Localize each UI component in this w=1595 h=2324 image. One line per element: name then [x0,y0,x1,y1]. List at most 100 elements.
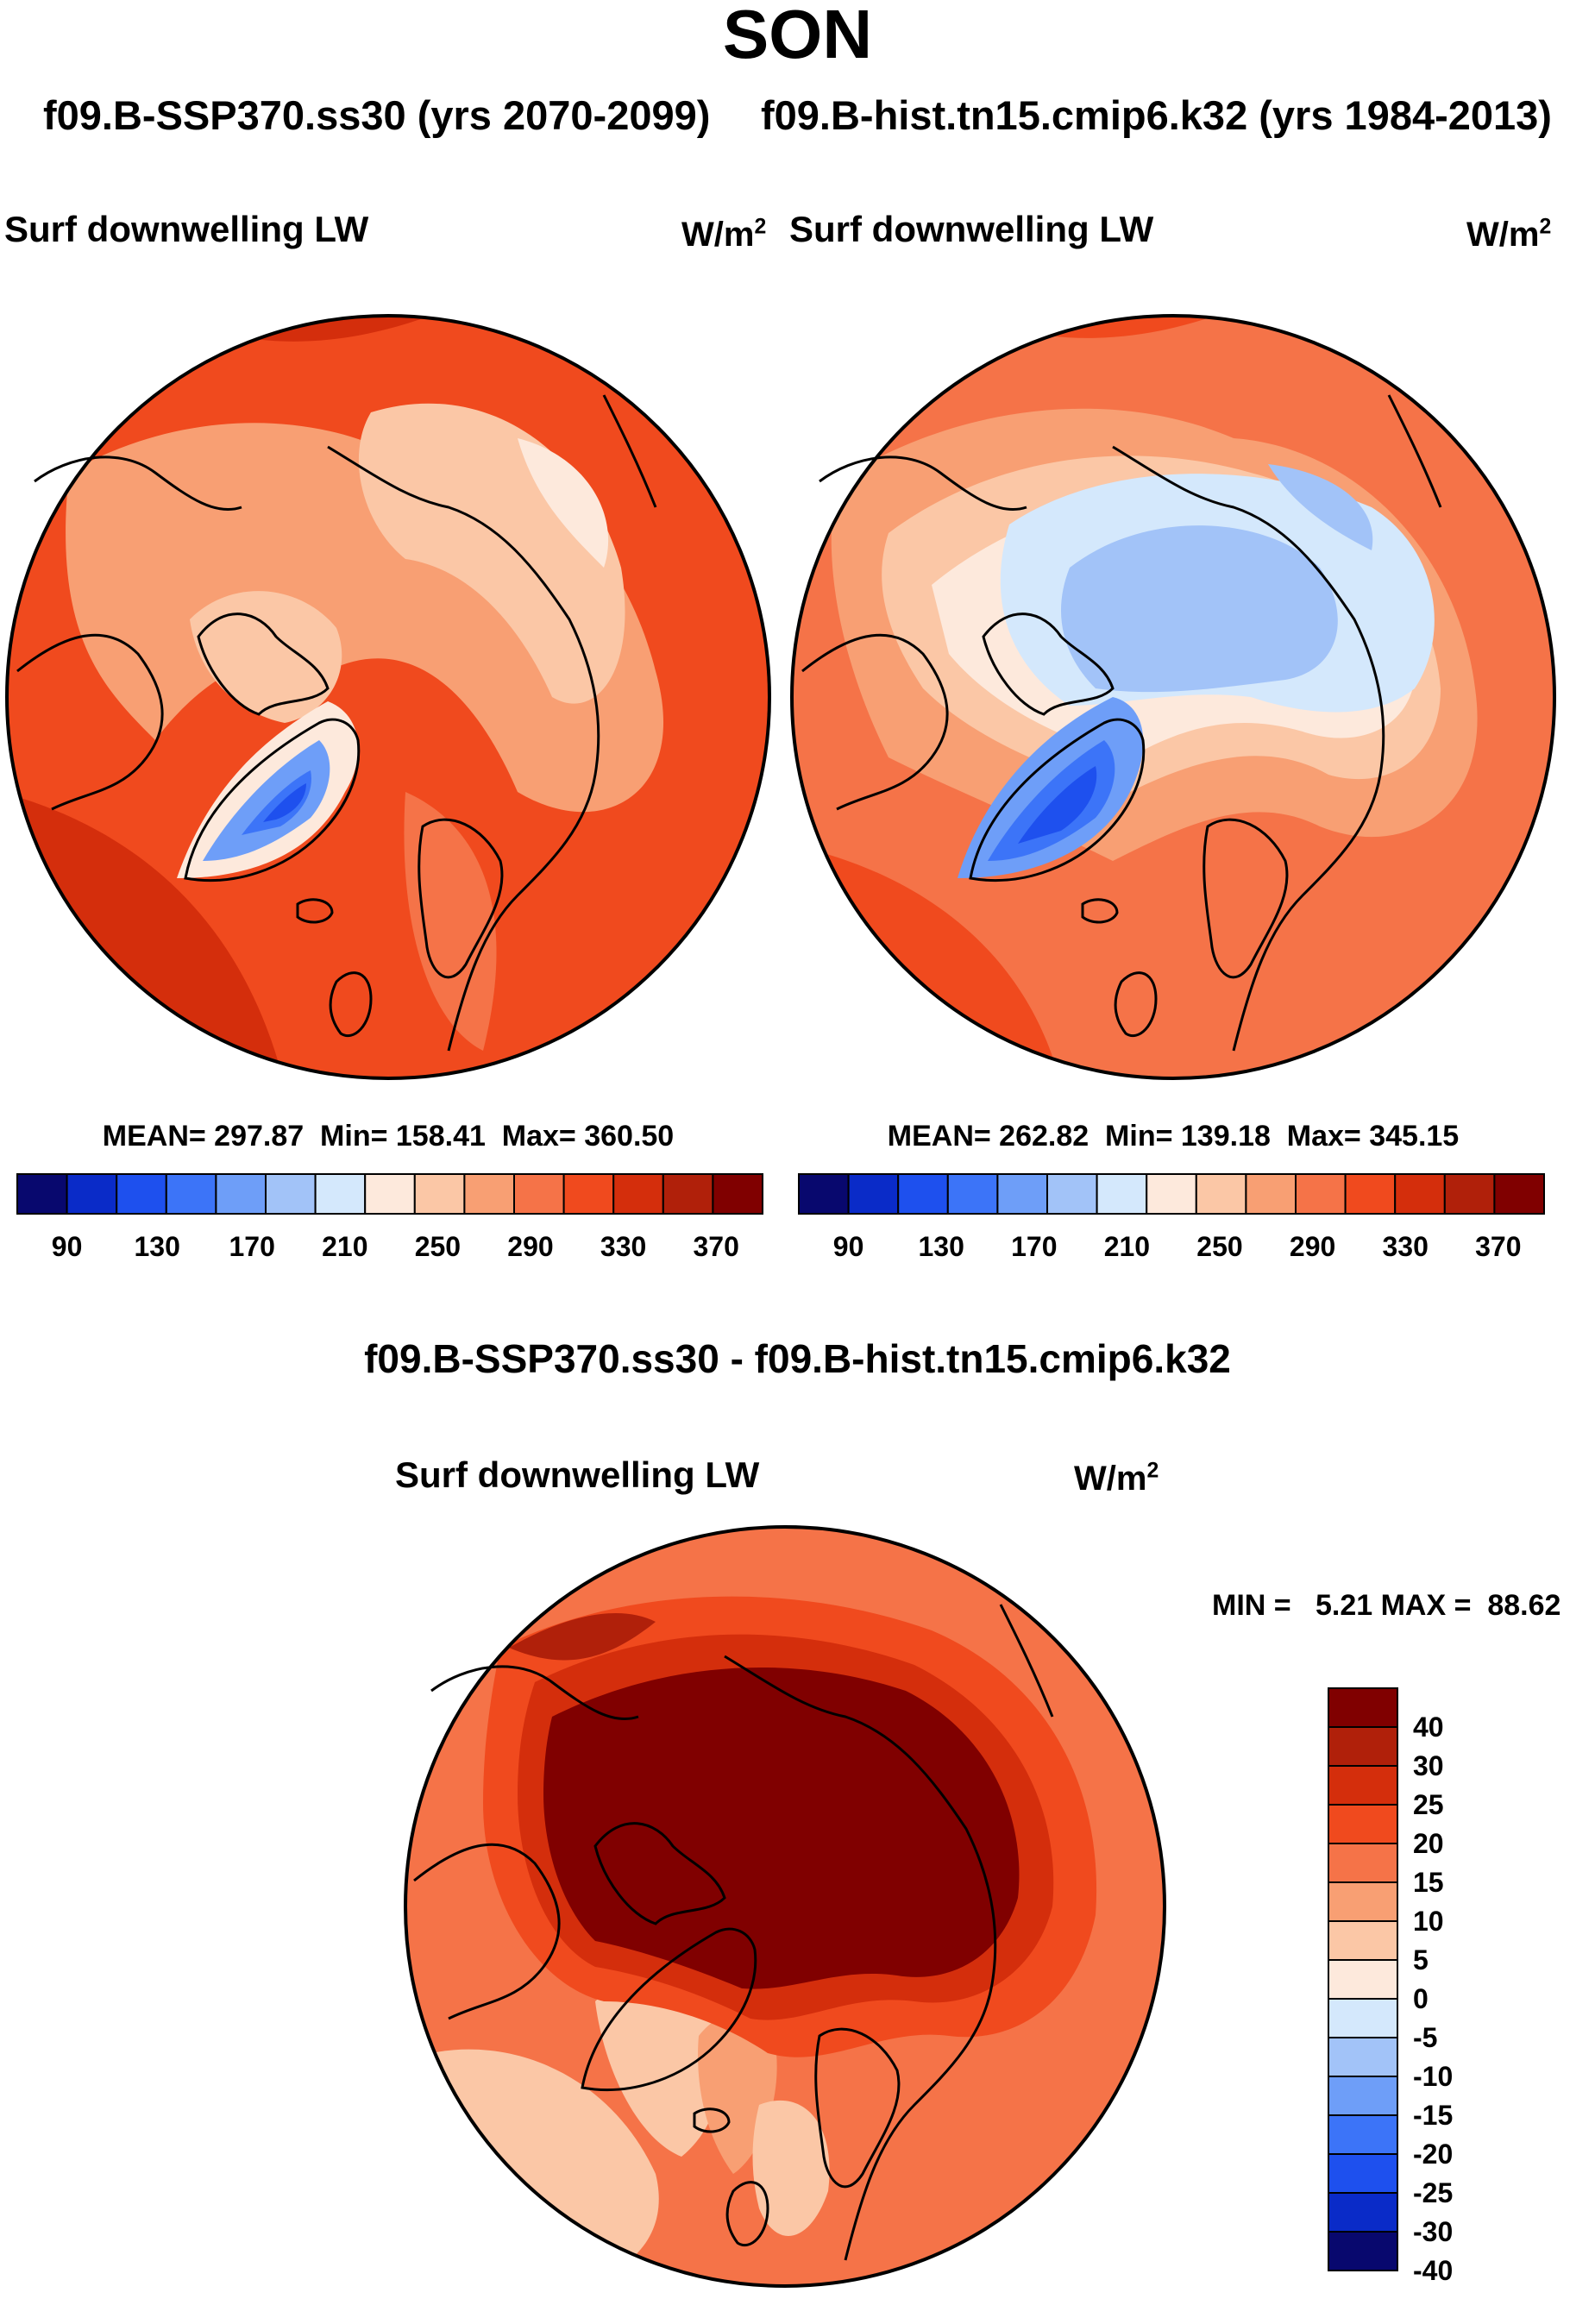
left-units-exp: 2 [754,215,767,239]
colorbar-box [1328,2231,1398,2271]
colorbar-tick: 330 [1383,1231,1429,1262]
field-zone [595,1975,722,2157]
iceland-coast [1081,898,1119,924]
greenland-coast [184,718,361,882]
colorbar-tick: 40 [1413,1712,1444,1743]
diff-colorbar-ticks: 40 30 25 20 15 10 5 0 -5 -10 -15 -20 -25… [1413,1712,1453,2286]
diff-map-border [404,1525,1166,2288]
colorbar-box [1195,1173,1247,1215]
colorbar-box [1328,2076,1398,2116]
field-zone [509,1613,656,1661]
scandinavia-coast [1203,818,1289,979]
colorbar-box [946,1173,999,1215]
colorbar-tick: 290 [507,1231,553,1262]
colorbar-box [1328,1920,1398,1961]
colorbar-box [1328,1726,1398,1767]
colorbar-box [847,1173,900,1215]
colorbar-tick: 290 [1290,1231,1335,1262]
field-zone [1061,525,1338,693]
right-stats: MEAN= 262.82 Min= 139.18 Max= 345.15 [887,1120,1460,1153]
colorbar-tick: 210 [1104,1231,1150,1262]
alaska-coast [34,455,242,512]
right-colorbar-boxes [798,1173,1546,1215]
left-variable-label: Surf downwelling LW [4,209,369,249]
colorbar-box [1046,1173,1098,1215]
right-colorbar: 90 130 170 210 250 290 330 370 [798,1173,1546,1262]
field-zone [190,591,342,723]
colorbar-box [1328,1687,1398,1728]
colorbar-box [1328,2114,1398,2155]
british-isles-coast [329,971,373,1037]
colorbar-box [897,1173,949,1215]
alaska-coast [430,1665,639,1721]
alaska-coast [819,455,1027,512]
right-map-border [790,314,1556,1080]
right-polar-map [790,314,1556,1080]
field-zone [988,740,1115,861]
colorbar-box [1328,1998,1398,2038]
diff-colorbar-boxes [1328,1687,1398,2271]
colorbar-box [66,1173,118,1215]
colorbar-tick: 0 [1413,1983,1429,2014]
colorbar-box [1344,1173,1397,1215]
colorbar-tick: -40 [1413,2255,1453,2286]
colorbar-box [1328,1843,1398,1883]
colorbar-box [1096,1173,1148,1215]
diff-polar-map [404,1525,1166,2288]
greenland-coast [969,718,1146,882]
colorbar-box [1328,1959,1398,2000]
diff-variable-label: Surf downwelling LW [395,1454,760,1495]
colorbar-box [314,1173,367,1215]
left-map-border [5,314,771,1080]
americas-coast [413,1843,561,2020]
scandinavia-coast [418,818,504,979]
colorbar-tick: -30 [1413,2216,1453,2247]
colorbar-tick: 130 [919,1231,964,1262]
colorbar-box [662,1173,714,1215]
colorbar-tick: -10 [1413,2061,1453,2092]
season-title: SON [722,0,873,72]
kamchatka-coast [602,394,657,508]
colorbar-box [1328,2153,1398,2194]
left-colorbar-ticks: 90 130 170 210 250 290 330 370 [52,1231,739,1262]
colorbar-box [265,1173,317,1215]
eurasia-coast [724,1655,997,2261]
colorbar-box [1295,1173,1347,1215]
eurasia-coast [327,445,600,1052]
colorbar-tick: 15 [1413,1867,1444,1898]
colorbar-box [1328,2037,1398,2077]
diff-units-exp: 2 [1146,1459,1159,1483]
colorbar-tick: 370 [1475,1231,1521,1262]
colorbar-box [1394,1173,1446,1215]
left-colorbar-boxes [16,1173,764,1215]
colorbar-tick: 210 [322,1231,367,1262]
field-zone [263,783,306,822]
right-units-label: W/m2 [1466,216,1551,254]
subtitle-right: f09.B-hist.tn15.cmip6.k32 (yrs 1984-2013… [761,92,1552,138]
eurasia-coast [1112,445,1385,1052]
colorbar-tick: -15 [1413,2100,1453,2131]
right-units-base: W/m [1466,216,1540,254]
colorbar-box [612,1173,664,1215]
subtitle-left: f09.B-SSP370.ss30 (yrs 2070-2099) [43,92,711,138]
iceland-coast [693,2107,731,2133]
colorbar-tick: -5 [1413,2022,1437,2053]
archipelago-coast [197,612,330,716]
colorbar-tick: 90 [52,1231,83,1262]
colorbar-tick: 25 [1413,1789,1444,1820]
colorbar-tick: 250 [1196,1231,1242,1262]
greenland-coast [581,1927,757,2091]
colorbar-box [996,1173,1048,1215]
kamchatka-coast [999,1604,1054,1718]
right-coastlines [801,394,1442,1052]
field-zone [1018,766,1097,844]
colorbar-box [1328,1804,1398,1844]
colorbar-box [463,1173,516,1215]
colorbar-tick: 20 [1413,1828,1444,1859]
field-zone [518,438,609,568]
colorbar-tick: 250 [415,1231,461,1262]
right-field [792,316,1554,1078]
colorbar-tick: 170 [1011,1231,1057,1262]
left-stats: MEAN= 297.87 Min= 158.41 Max= 360.50 [102,1120,675,1153]
colorbar-tick: 370 [694,1231,739,1262]
